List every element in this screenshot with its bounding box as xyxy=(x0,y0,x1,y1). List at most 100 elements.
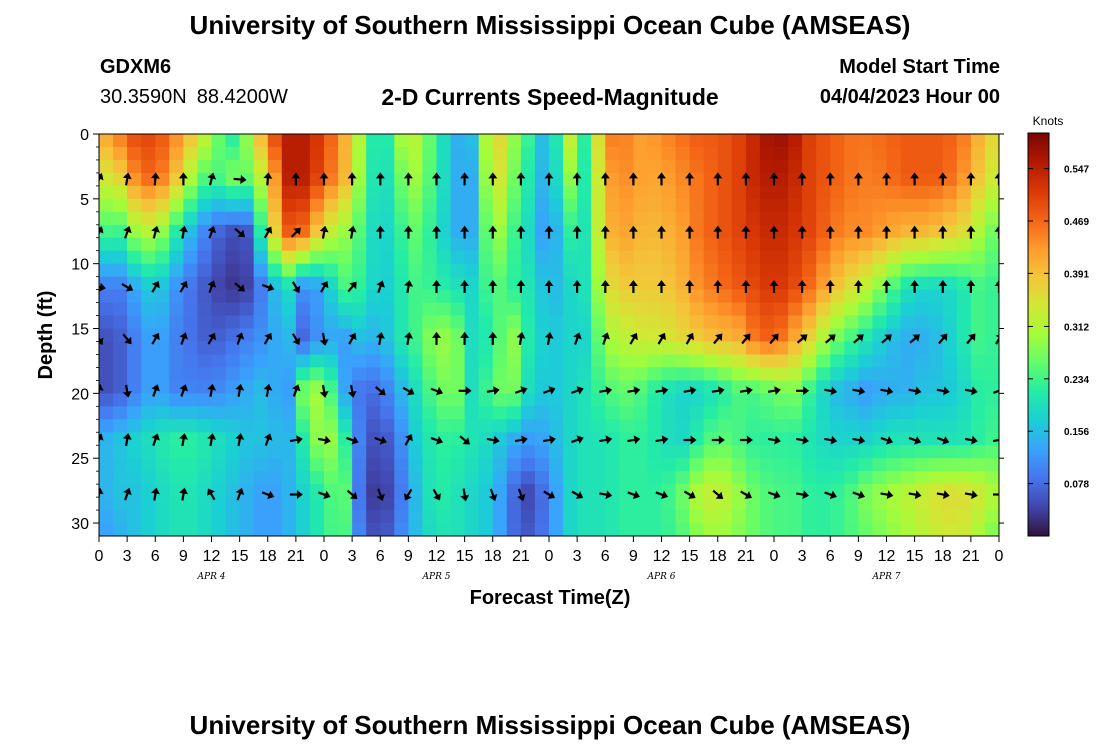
heatmap-cell xyxy=(338,432,353,446)
heatmap-cell xyxy=(956,159,972,174)
heatmap-cell xyxy=(211,354,227,369)
heatmap-cell xyxy=(689,237,705,252)
x-tick-label: 18 xyxy=(484,548,502,565)
heatmap-cell xyxy=(281,497,297,511)
heatmap-cell xyxy=(281,237,297,252)
heatmap-cell xyxy=(745,523,761,536)
heatmap-cell xyxy=(183,484,199,498)
heatmap-cell xyxy=(436,147,452,161)
heatmap-cell xyxy=(380,172,395,187)
heatmap-cell xyxy=(886,367,902,381)
heatmap-cell xyxy=(239,341,255,356)
heatmap-cell xyxy=(647,134,663,148)
heatmap-cell xyxy=(689,354,705,369)
heatmap-cell xyxy=(942,276,958,291)
current-vector-arrow xyxy=(683,435,697,445)
heatmap-cell xyxy=(984,328,999,343)
current-vector-arrow xyxy=(739,435,753,445)
heatmap-cell xyxy=(886,445,902,459)
heatmap-cell xyxy=(394,276,409,291)
current-vector-arrow xyxy=(402,386,415,396)
heatmap-cell xyxy=(225,172,241,187)
heatmap-cell xyxy=(464,445,480,459)
heatmap-cell xyxy=(759,510,775,524)
heatmap-cell xyxy=(183,147,199,161)
heatmap-cell xyxy=(408,224,424,239)
heatmap-cell xyxy=(717,302,733,317)
heatmap-cell xyxy=(942,211,958,226)
heatmap-cell xyxy=(605,341,620,356)
heatmap-cell xyxy=(225,315,241,330)
heatmap-cell xyxy=(717,198,733,213)
x-tick-label: 18 xyxy=(709,548,727,565)
colorbar-units: Knots xyxy=(1033,114,1064,128)
heatmap-cell xyxy=(858,172,874,187)
heatmap-cell xyxy=(942,497,958,511)
heatmap-cell xyxy=(844,354,859,369)
heatmap-cell xyxy=(324,419,339,433)
heatmap-cell xyxy=(324,134,339,148)
heatmap-cell xyxy=(928,380,944,394)
heatmap-cell xyxy=(324,354,339,369)
heatmap-cell xyxy=(844,302,859,317)
heatmap-cell xyxy=(309,147,325,161)
heatmap-cell xyxy=(408,393,424,407)
heatmap-cell xyxy=(183,159,199,174)
heatmap-cell xyxy=(492,172,508,187)
x-tick-label: 9 xyxy=(854,548,863,565)
heatmap-cell xyxy=(774,134,789,148)
heatmap-cell xyxy=(788,341,803,356)
heatmap-cell xyxy=(549,263,564,278)
heatmap-cell xyxy=(774,237,789,252)
heatmap-cell xyxy=(478,315,494,330)
heatmap-cell xyxy=(338,341,353,356)
heatmap-cell xyxy=(534,198,550,213)
heatmap-cell xyxy=(605,250,620,265)
heatmap-cell xyxy=(338,263,353,278)
heatmap-cell xyxy=(745,471,761,485)
heatmap-cell xyxy=(520,419,536,433)
heatmap-cell xyxy=(436,328,452,343)
heatmap-cell xyxy=(717,354,733,369)
heatmap-cell xyxy=(984,172,999,187)
heatmap-cell xyxy=(956,147,972,161)
heatmap-cell xyxy=(324,393,339,407)
heatmap-cell xyxy=(577,419,592,433)
heatmap-cell xyxy=(464,302,480,317)
heatmap-cell xyxy=(942,354,958,369)
heatmap-cell xyxy=(984,367,999,381)
heatmap-cell xyxy=(366,341,381,356)
heatmap-cell xyxy=(816,367,831,381)
heatmap-cell xyxy=(450,380,466,394)
heatmap-cell xyxy=(520,224,536,239)
heatmap-cell xyxy=(183,510,199,524)
heatmap-cell xyxy=(295,393,311,407)
heatmap-cell xyxy=(155,458,170,472)
heatmap-cell xyxy=(703,406,719,420)
heatmap-cell xyxy=(731,354,747,369)
heatmap-cell xyxy=(886,289,902,304)
heatmap-cell xyxy=(591,432,606,446)
current-vector-arrow xyxy=(179,487,189,501)
heatmap-cell xyxy=(563,471,578,485)
heatmap-cell xyxy=(366,406,381,420)
heatmap-cell xyxy=(211,237,227,252)
heatmap-cell xyxy=(689,419,705,433)
heatmap-cell xyxy=(197,328,213,343)
heatmap-cell xyxy=(619,263,634,278)
heatmap-cell xyxy=(872,134,888,148)
heatmap-cell xyxy=(394,159,409,174)
heatmap-cell xyxy=(647,510,663,524)
x-tick-label: 21 xyxy=(287,548,305,565)
heatmap-cell xyxy=(183,341,199,356)
heatmap-cell xyxy=(633,523,649,536)
heatmap-cell xyxy=(492,147,508,161)
heatmap-cell xyxy=(774,172,789,187)
heatmap-cell xyxy=(872,445,888,459)
y-tick-label: 5 xyxy=(80,192,89,209)
current-vector-arrow xyxy=(882,280,891,293)
heatmap-cell xyxy=(844,185,859,200)
heatmap-cell xyxy=(113,510,128,524)
heatmap-cell xyxy=(197,471,213,485)
heatmap-cell xyxy=(141,134,156,148)
